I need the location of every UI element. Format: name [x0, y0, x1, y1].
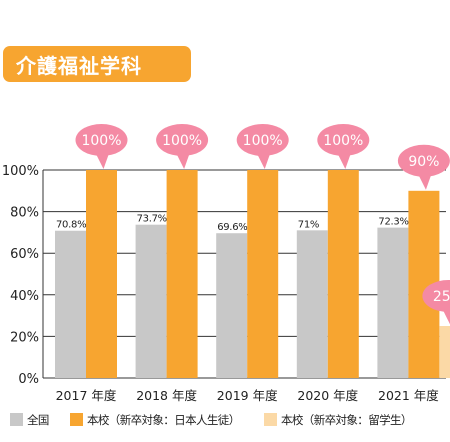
bar-school: [327, 170, 359, 378]
y-tick-label: 20%: [10, 330, 39, 345]
bar-school: [166, 170, 198, 378]
legend-swatch: [10, 413, 23, 426]
legend-label: 全国: [27, 413, 49, 427]
callout-bubble: [236, 124, 289, 156]
bar-label-national: 70.8%: [56, 220, 86, 231]
callout-pointer: [442, 308, 450, 325]
bar-national: [296, 230, 328, 378]
x-tick-label: 2018 年度: [136, 388, 197, 403]
bar-label-national: 69.6%: [217, 222, 247, 233]
callout-bubble: [75, 124, 128, 156]
bar-international: [439, 326, 450, 378]
callout-bubble: [397, 144, 450, 177]
callout-pointer: [337, 152, 352, 169]
callout-bubble: [156, 124, 209, 156]
y-tick-label: 40%: [10, 289, 39, 304]
callout-pointer: [95, 152, 110, 169]
callout-bubble: [317, 124, 370, 156]
callout-label: 100%: [323, 133, 363, 149]
y-tick-label: 80%: [10, 206, 39, 221]
legend-swatch: [70, 413, 83, 426]
callout-pointer: [417, 172, 432, 190]
bar-national: [55, 230, 86, 378]
callout-label: 100%: [81, 133, 121, 149]
x-tick-label: 2020 年度: [297, 388, 358, 403]
bar-national: [216, 233, 248, 378]
legend-label: 本校（新卒対象：留学生）: [281, 413, 412, 427]
bar-label-national: 71%: [298, 219, 319, 230]
legend-label: 本校（新卒対象：日本人生徒）: [87, 413, 240, 427]
callout-pointer: [176, 152, 191, 169]
y-tick-label: 0%: [18, 372, 39, 387]
callout-label: 100%: [162, 133, 202, 149]
bar-national: [377, 227, 409, 378]
callout-label: 90%: [408, 154, 439, 170]
bar-label-national: 72.3%: [378, 217, 408, 228]
chart-title: 介護福祉学科: [3, 46, 191, 82]
callout-label: 25%: [433, 289, 450, 305]
legend-swatch: [264, 413, 277, 426]
x-tick-label: 2021 年度: [378, 388, 439, 403]
bar-school: [247, 170, 279, 378]
callout-label: 100%: [243, 133, 283, 149]
x-tick-label: 2019 年度: [217, 388, 278, 403]
callout-pointer: [256, 152, 271, 169]
bar-school: [86, 170, 117, 378]
y-tick-label: 60%: [10, 247, 39, 262]
bar-label-national: 73.7%: [137, 214, 167, 225]
callout-bubble: [422, 280, 450, 312]
bar-national: [135, 224, 167, 378]
x-tick-label: 2017 年度: [56, 388, 117, 403]
y-tick-label: 100%: [2, 164, 39, 179]
